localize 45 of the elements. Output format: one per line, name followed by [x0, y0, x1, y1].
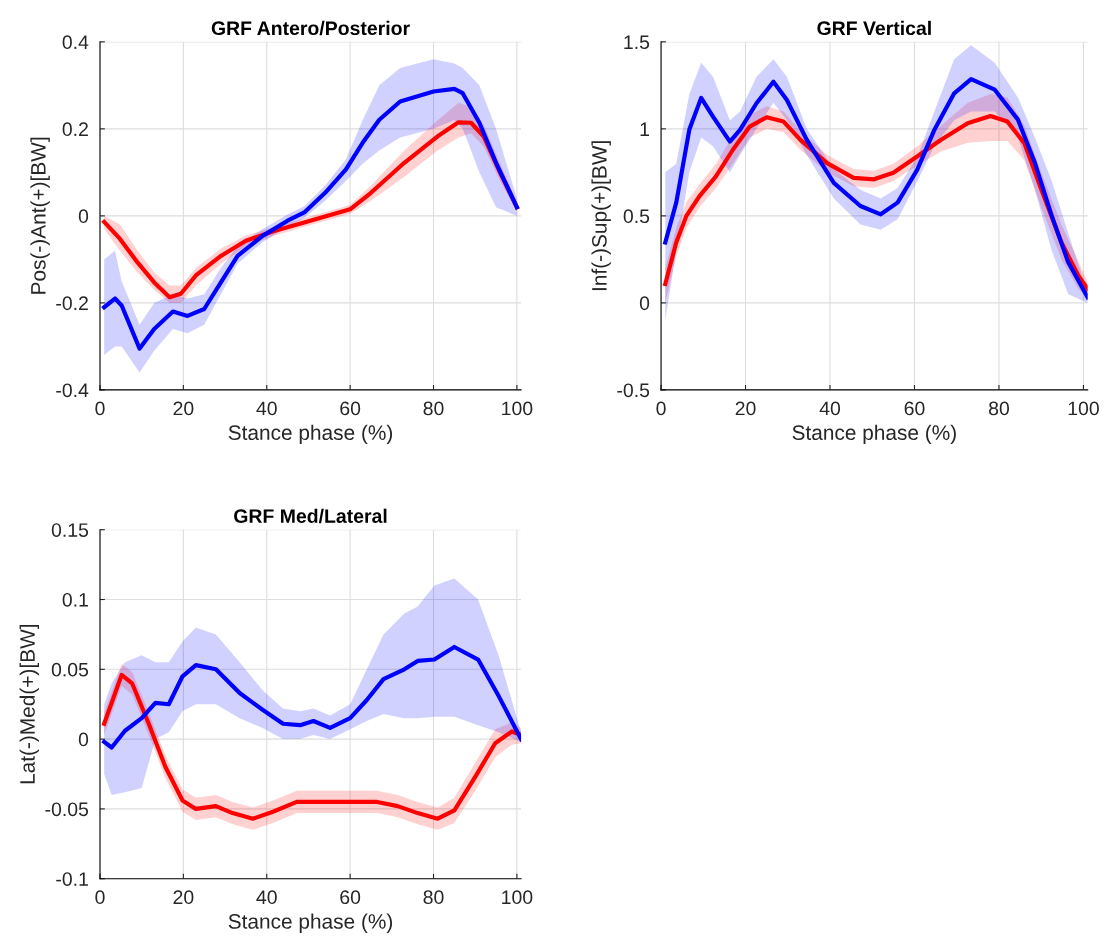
x-tick-label: 0: [95, 890, 105, 905]
y-tick-label: 1.5: [624, 35, 650, 50]
x-tick-label: 60: [340, 401, 361, 416]
x-axis-title: Stance phase (%): [792, 424, 956, 445]
y-tick-label: 0.4: [62, 35, 89, 50]
x-tick-label: 60: [904, 401, 925, 416]
y-tick-label: 0.15: [51, 523, 89, 537]
x-tick-label: 20: [173, 401, 194, 416]
y-tick-label: 1: [640, 122, 649, 136]
y-tick-label: 0.5: [623, 209, 650, 224]
y-tick-label: -0.4: [56, 383, 89, 398]
y-tick-label: -0.2: [56, 296, 88, 311]
chart-title: GRF Vertical: [817, 20, 931, 36]
x-tick-label: 80: [423, 890, 444, 905]
line-series: [102, 644, 522, 750]
x-tick-label: 100: [502, 890, 533, 905]
chart-title: GRF Med/Lateral: [234, 508, 387, 524]
x-tick-label: 80: [989, 401, 1010, 416]
y-axis-title: Lat(-)Med(+)[BW]: [19, 624, 40, 784]
x-tick-label: 80: [423, 401, 444, 416]
y-tick-label: 0.05: [51, 662, 89, 677]
y-tick-label: -0.1: [56, 872, 88, 886]
x-tick-label: 20: [735, 401, 756, 416]
x-tick-label: 40: [256, 890, 277, 905]
x-axis-title: Stance phase (%): [228, 913, 393, 933]
x-tick-label: 100: [1068, 401, 1099, 416]
x-tick-label: 0: [95, 401, 105, 416]
y-axis-title: Pos(-)Ant(+)[BW]: [30, 137, 50, 294]
y-tick-label: 0.2: [62, 122, 88, 137]
y-tick-label: 0: [78, 732, 89, 747]
y-tick-label: -0.05: [45, 802, 89, 817]
y-axis-title: Inf(-)Sup(+)[BW]: [591, 141, 611, 291]
x-tick-label: 20: [173, 890, 194, 905]
line-series: [102, 86, 519, 351]
chart-title: GRF Antero/Posterior: [211, 20, 410, 36]
y-tick-label: -0.5: [617, 383, 650, 398]
y-tick-label: 0.1: [62, 592, 88, 607]
x-tick-label: 100: [502, 401, 533, 416]
y-tick-label: 0: [639, 296, 650, 311]
x-tick-label: 40: [256, 401, 277, 416]
x-tick-label: 60: [340, 890, 361, 905]
x-axis-title: Stance phase (%): [228, 424, 393, 445]
x-tick-label: 0: [656, 401, 666, 416]
x-tick-label: 40: [819, 401, 841, 416]
y-tick-label: 0: [78, 209, 89, 224]
